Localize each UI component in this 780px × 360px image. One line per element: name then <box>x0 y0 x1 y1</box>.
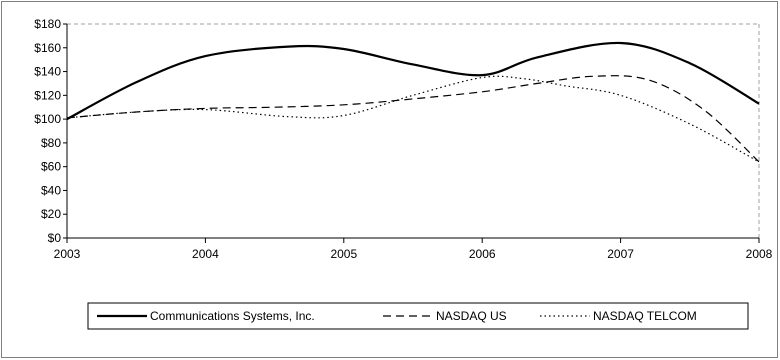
y-tick-label: $80 <box>41 136 61 150</box>
legend-label-communications-systems: Communications Systems, Inc. <box>150 309 315 323</box>
legend-box <box>87 302 749 330</box>
series-line-nasdaq-us <box>66 75 760 163</box>
y-tick-label: $40 <box>41 183 61 197</box>
legend-label-nasdaq-us: NASDAQ US <box>436 309 507 323</box>
x-tick-label: 2006 <box>469 247 496 261</box>
series-layer <box>66 41 760 163</box>
series-line-communications-systems <box>66 41 760 121</box>
y-tick-label: $20 <box>41 207 61 221</box>
plot-area-border <box>67 23 760 238</box>
series-line-nasdaq-telcom <box>66 75 760 163</box>
x-tick-label: 2008 <box>746 247 773 261</box>
y-tick-label: $160 <box>34 41 61 55</box>
y-tick-label: $60 <box>41 160 61 174</box>
x-tick-label: 2005 <box>330 247 357 261</box>
x-tick-label: 2007 <box>607 247 634 261</box>
y-tick-label: $120 <box>34 88 61 102</box>
x-tick-label: 2003 <box>54 247 81 261</box>
x-axis: 2003 2004 2005 2006 2007 2008 <box>54 237 773 261</box>
y-tick-label: $180 <box>34 17 61 31</box>
y-tick-label: $0 <box>48 231 62 245</box>
y-tick-label: $100 <box>34 112 61 126</box>
x-tick-label: 2004 <box>192 247 219 261</box>
y-tick-label: $140 <box>34 65 61 79</box>
y-axis: $0 $20 $40 $60 $80 $100 $120 $140 $160 $180 <box>34 17 68 245</box>
legend-label-nasdaq-telcom: NASDAQ TELCOM <box>593 309 697 323</box>
legend: Communications Systems, Inc. NASDAQ US N… <box>87 302 749 330</box>
